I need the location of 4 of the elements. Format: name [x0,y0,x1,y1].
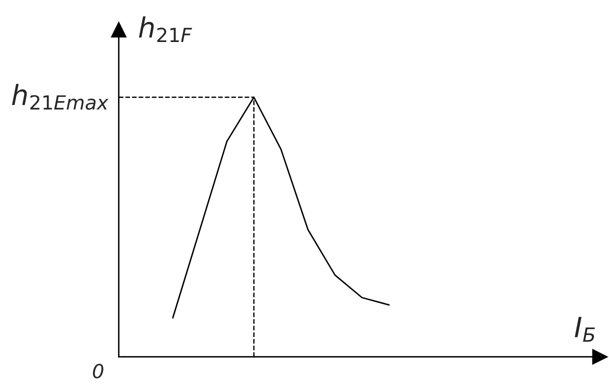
ref-line-label: h$_{21Emax}$ [12,84,109,110]
x-axis-title: I$_{Б}$ [574,316,595,342]
y-axis-title: h$_{21F}$ [138,16,192,42]
text: 0 [92,364,104,378]
